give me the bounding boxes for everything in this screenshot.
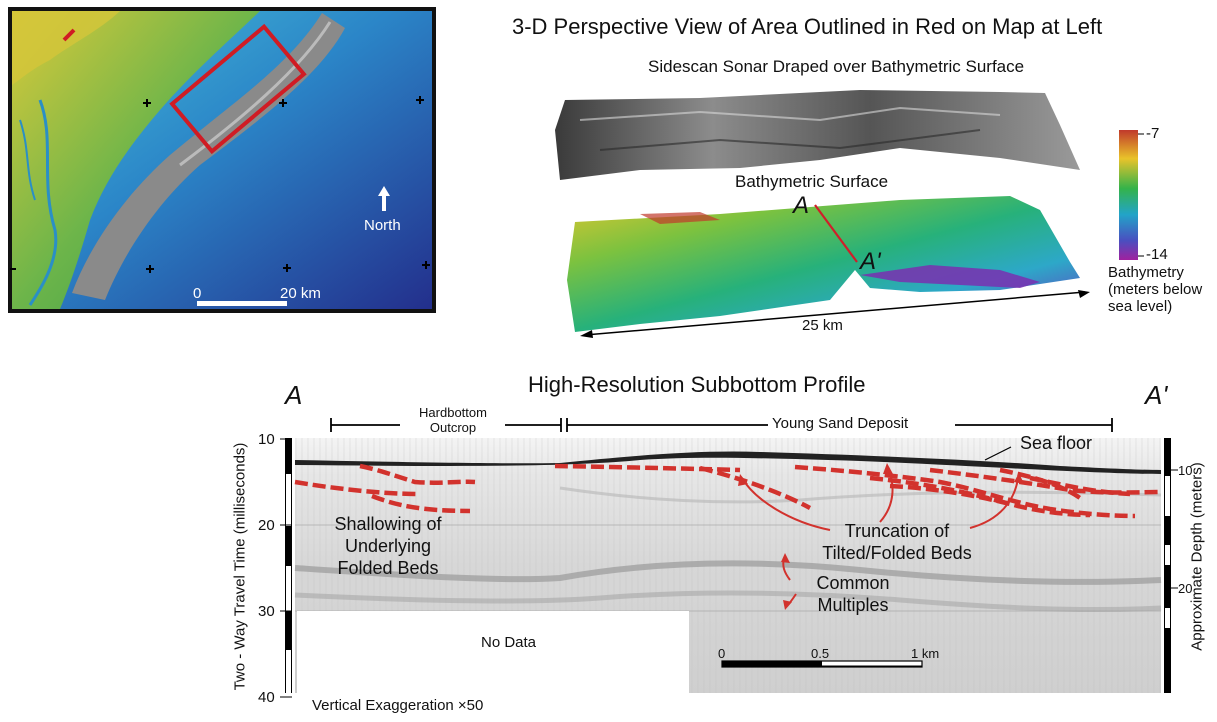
young-sand-label: Young Sand Deposit xyxy=(772,415,909,432)
section-brackets xyxy=(330,418,1113,432)
no-data-area xyxy=(297,611,689,695)
profile-scale-0: 0 xyxy=(718,646,726,661)
sea-floor-label: Sea floor xyxy=(1020,433,1093,453)
truncation-label-line: Tilted/Folded Beds xyxy=(822,543,972,563)
hardbottom-label: Hardbottom Outcrop xyxy=(403,405,503,435)
no-data-label: No Data xyxy=(481,634,537,651)
multiples-label: Common Multiples xyxy=(803,572,903,616)
shallowing-label-line: Folded Beds xyxy=(337,558,439,578)
map-grid-ticks xyxy=(10,96,430,273)
left-tick-30: 30 xyxy=(258,603,275,620)
colorbar-max-label: -7 xyxy=(1146,125,1160,142)
point-a-label: A xyxy=(793,192,810,219)
shallowing-label: Shallowing of Underlying Folded Beds xyxy=(313,513,463,579)
map-scale-bar xyxy=(197,301,287,306)
multiples-label-line: Common xyxy=(816,573,890,593)
point-a-prime-label: A' xyxy=(860,248,881,275)
left-tick-40: 40 xyxy=(258,689,275,706)
north-arrow-icon xyxy=(378,186,390,211)
truncation-label: Truncation of Tilted/Folded Beds xyxy=(812,520,982,564)
left-tick-10: 10 xyxy=(258,431,275,448)
left-axis-title: Two - Way Travel Time (milliseconds) xyxy=(231,442,249,691)
right-tick-10: 10 xyxy=(1178,463,1193,478)
hardbottom-label-line: Outcrop xyxy=(429,420,477,435)
colorbar-min-label: -14 xyxy=(1146,246,1168,263)
right-axis-title: Approximate Depth (meters) xyxy=(1188,462,1206,651)
bathymetric-surface-label: Bathymetric Surface xyxy=(735,172,889,191)
left-time-axis xyxy=(280,438,292,698)
shallowing-label-line: Shallowing of xyxy=(334,514,442,534)
colorbar-title-line: Bathymetry xyxy=(1108,264,1184,281)
multiples-label-line: Multiples xyxy=(817,595,889,615)
sonar-label: Sidescan Sonar Draped over Bathymetric S… xyxy=(648,57,1025,76)
hardbottom-label-line: Hardbottom xyxy=(419,405,487,420)
profile-end-a-prime: A' xyxy=(1145,380,1168,410)
colorbar-title: Bathymetry (meters below sea level) xyxy=(1108,264,1202,315)
right-depth-axis xyxy=(1164,438,1178,693)
profile-scale-bar xyxy=(721,660,923,668)
profile-title: High-Resolution Subbottom Profile xyxy=(528,372,866,397)
perspective-title: 3-D Perspective View of Area Outlined in… xyxy=(512,14,1103,39)
distance-label: 25 km xyxy=(802,317,843,334)
profile-scale-1km: 1 km xyxy=(911,646,940,661)
bathymetry-colorbar xyxy=(1119,130,1138,260)
left-tick-20: 20 xyxy=(258,517,275,534)
profile-line-a-aprime xyxy=(814,204,858,263)
annotation-arrowheads xyxy=(738,463,1024,610)
interpreted-beds xyxy=(294,463,1162,519)
bathymetric-surface xyxy=(567,196,1080,332)
colorbar-title-line: (meters below xyxy=(1108,281,1203,298)
right-tick-20: 20 xyxy=(1178,581,1193,596)
sonar-surface xyxy=(555,90,1080,180)
map-scale-end: 20 km xyxy=(280,285,321,302)
north-label: North xyxy=(364,217,401,234)
colorbar-title-line: sea level) xyxy=(1108,298,1173,315)
distance-arrow xyxy=(584,291,1086,336)
profile-scale-half: 0.5 xyxy=(811,646,830,661)
location-map xyxy=(8,7,436,313)
vertical-exaggeration-label: Vertical Exaggeration ×50 xyxy=(312,697,484,714)
shallowing-label-line: Underlying xyxy=(344,536,432,556)
map-scale-start: 0 xyxy=(193,285,202,302)
truncation-label-line: Truncation of xyxy=(844,521,950,541)
profile-end-a: A xyxy=(285,380,303,410)
